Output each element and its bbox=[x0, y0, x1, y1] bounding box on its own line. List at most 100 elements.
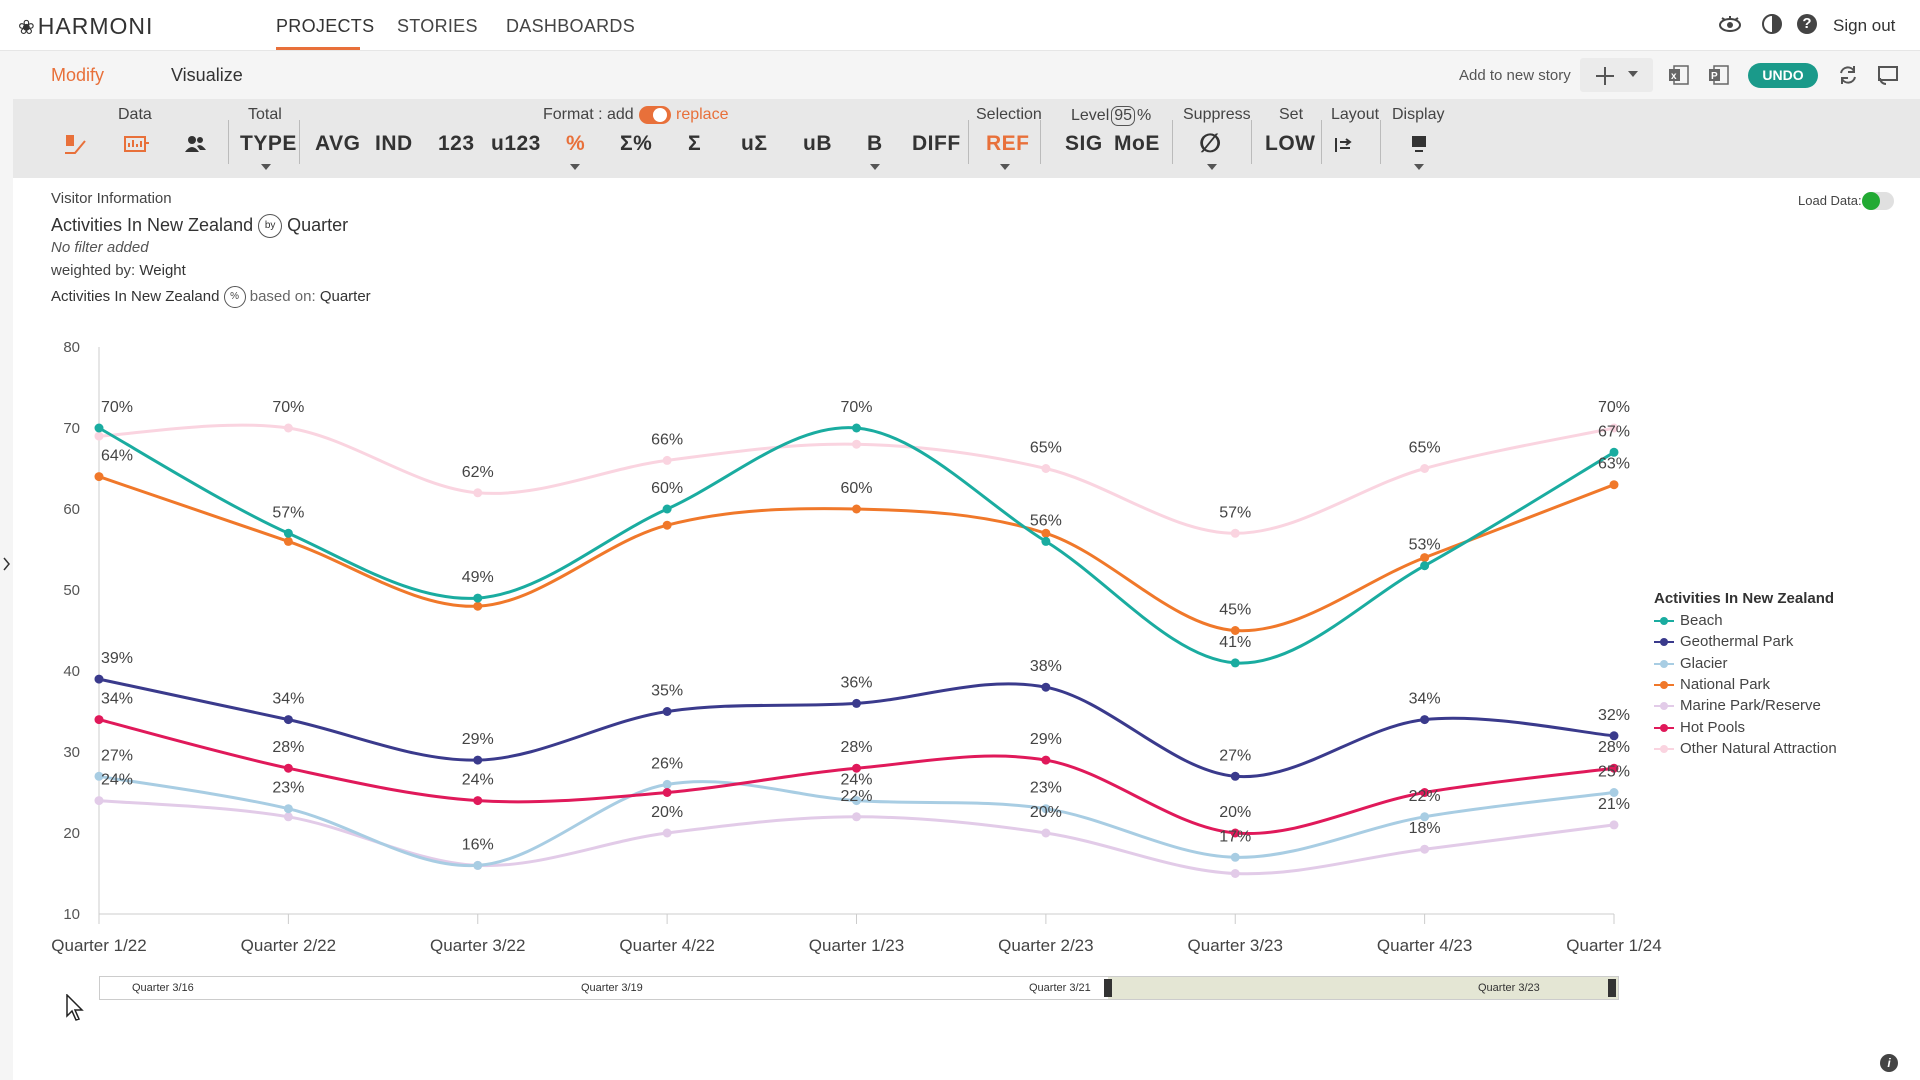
data-point-hot-pools bbox=[94, 715, 104, 725]
data-chart-icon[interactable] bbox=[123, 133, 151, 157]
logo-mark-icon: ❀ bbox=[18, 17, 36, 39]
unweighted-count-button[interactable]: u123 bbox=[491, 132, 541, 155]
data-label-other-natural-attraction: 70% bbox=[272, 399, 304, 416]
swap-by-icon[interactable]: by bbox=[258, 214, 283, 238]
count-button[interactable]: 123 bbox=[438, 132, 475, 155]
add-to-story-button[interactable] bbox=[1580, 58, 1653, 92]
data-label-geothermal-park: 36% bbox=[840, 674, 872, 691]
type-button[interactable]: TYPE bbox=[240, 132, 297, 155]
active-tab-indicator bbox=[276, 47, 360, 50]
unweighted-sum-button[interactable]: uΣ bbox=[741, 132, 768, 155]
legend-item-other-natural-attraction[interactable]: Other Natural Attraction bbox=[1654, 740, 1837, 757]
unweighted-base-button[interactable]: uB bbox=[803, 132, 832, 155]
chart-type-icon[interactable] bbox=[63, 133, 89, 157]
weight-variable[interactable]: Weight bbox=[139, 262, 186, 279]
low-button[interactable]: LOW bbox=[1265, 132, 1316, 155]
ref-dropdown-caret[interactable] bbox=[1000, 164, 1010, 170]
data-label-marine-park-reserve: 24% bbox=[101, 772, 133, 789]
percent-variable[interactable]: Activities In New Zealand bbox=[51, 287, 220, 305]
type-dropdown-caret[interactable] bbox=[261, 164, 271, 170]
help-icon[interactable]: ? bbox=[1797, 14, 1817, 34]
percent-button[interactable]: % bbox=[566, 132, 586, 155]
data-label-glacier: 25% bbox=[1598, 764, 1630, 781]
powerpoint-export-icon[interactable]: P bbox=[1708, 64, 1730, 86]
legend-item-marine-park-reserve[interactable]: Marine Park/Reserve bbox=[1654, 697, 1821, 714]
legend-swatch bbox=[1654, 679, 1674, 691]
percent-swap-icon[interactable]: % bbox=[223, 286, 246, 308]
legend-item-beach[interactable]: Beach bbox=[1654, 612, 1723, 629]
history-icon[interactable] bbox=[1876, 64, 1900, 86]
layout-swap-icon[interactable] bbox=[1334, 136, 1354, 154]
base-button[interactable]: B bbox=[867, 132, 883, 155]
layout-group-label: Layout bbox=[1331, 106, 1380, 123]
legend-item-geothermal-park[interactable]: Geothermal Park bbox=[1654, 633, 1793, 650]
sig-button[interactable]: SIG bbox=[1065, 132, 1103, 155]
sum-button[interactable]: Σ bbox=[688, 132, 702, 155]
legend-swatch bbox=[1654, 700, 1674, 712]
data-label-hot-pools: 24% bbox=[462, 772, 494, 789]
ind-button[interactable]: IND bbox=[375, 132, 413, 155]
sum-percent-button[interactable]: Σ% bbox=[620, 132, 653, 155]
percent-dropdown-caret[interactable] bbox=[570, 164, 580, 170]
timeline-range-slider[interactable]: Quarter 3/16 Quarter 3/19 Quarter 3/21 Q… bbox=[99, 976, 1619, 1000]
data-label-marine-park-reserve: 20% bbox=[651, 804, 683, 821]
data-label-other-natural-attraction: 62% bbox=[462, 464, 494, 481]
based-on-variable[interactable]: Quarter bbox=[319, 287, 371, 305]
range-handle-start[interactable] bbox=[1104, 979, 1112, 997]
data-label-beach: 56% bbox=[1030, 512, 1062, 529]
display-dropdown-caret[interactable] bbox=[1414, 164, 1424, 170]
add-to-story-label[interactable]: Add to new story bbox=[1459, 67, 1571, 84]
preview-eye-icon[interactable] bbox=[1718, 14, 1742, 34]
data-point-beach bbox=[283, 528, 293, 538]
data-point-national-park bbox=[1230, 626, 1240, 635]
data-label-other-natural-attraction: 65% bbox=[1030, 440, 1062, 457]
legend-title: Activities In New Zealand bbox=[1654, 590, 1835, 607]
set-group-label: Set bbox=[1279, 106, 1304, 123]
expand-sidebar-chevron-icon[interactable] bbox=[2, 556, 12, 572]
tab-projects[interactable]: PROJECTS bbox=[276, 16, 375, 36]
data-label-national-park: 60% bbox=[840, 480, 872, 497]
refresh-icon[interactable] bbox=[1836, 64, 1860, 86]
info-icon[interactable]: i bbox=[1880, 1054, 1898, 1072]
avg-button[interactable]: AVG bbox=[315, 132, 361, 155]
data-point-national-park bbox=[283, 536, 293, 546]
data-label-national-park: 63% bbox=[1598, 456, 1630, 473]
base-dropdown-caret[interactable] bbox=[870, 164, 880, 170]
data-point-other-natural-attraction bbox=[1230, 528, 1240, 538]
title-column-variable[interactable]: Quarter bbox=[287, 214, 349, 235]
svg-text:x: x bbox=[1671, 71, 1677, 82]
excel-export-icon[interactable]: x bbox=[1668, 64, 1690, 86]
y-tick-label: 20 bbox=[63, 825, 80, 842]
tab-modify[interactable]: Modify bbox=[51, 65, 105, 85]
suppress-dropdown-caret[interactable] bbox=[1207, 164, 1217, 170]
data-label-other-natural-attraction: 66% bbox=[651, 431, 683, 448]
tab-dashboards[interactable]: DASHBOARDS bbox=[506, 16, 636, 36]
undo-button[interactable]: UNDO bbox=[1748, 63, 1818, 88]
legend-item-hot-pools[interactable]: Hot Pools bbox=[1654, 719, 1745, 736]
range-handle-end[interactable] bbox=[1608, 979, 1616, 997]
load-data-toggle[interactable] bbox=[1862, 192, 1894, 210]
x-tick-label: Quarter 3/22 bbox=[430, 936, 525, 955]
x-tick-label: Quarter 2/22 bbox=[241, 936, 336, 955]
tab-stories[interactable]: STORIES bbox=[397, 16, 478, 36]
contrast-icon[interactable] bbox=[1762, 14, 1782, 34]
suppress-empty-button[interactable]: ∅ bbox=[1199, 128, 1222, 158]
sign-out-link[interactable]: Sign out bbox=[1833, 16, 1896, 35]
harmoni-logo[interactable]: ❀HARMONI bbox=[18, 13, 153, 40]
display-icon[interactable] bbox=[1409, 134, 1429, 154]
moe-button[interactable]: MoE bbox=[1114, 132, 1160, 155]
tab-visualize[interactable]: Visualize bbox=[171, 65, 243, 85]
format-replace-toggle[interactable] bbox=[639, 106, 671, 124]
legend-item-national-park[interactable]: National Park bbox=[1654, 676, 1770, 693]
title-row-variable[interactable]: Activities In New Zealand bbox=[51, 214, 254, 235]
respondents-icon[interactable] bbox=[184, 134, 208, 154]
diff-button[interactable]: DIFF bbox=[912, 132, 961, 155]
level-value-input[interactable]: 95 bbox=[1111, 106, 1136, 126]
data-point-beach bbox=[852, 423, 861, 433]
x-tick-label: Quarter 3/23 bbox=[1188, 936, 1283, 955]
range-selection[interactable] bbox=[1108, 977, 1618, 999]
legend-label: Beach bbox=[1680, 612, 1723, 629]
legend-item-glacier[interactable]: Glacier bbox=[1654, 655, 1728, 672]
ref-button[interactable]: REF bbox=[986, 132, 1030, 155]
